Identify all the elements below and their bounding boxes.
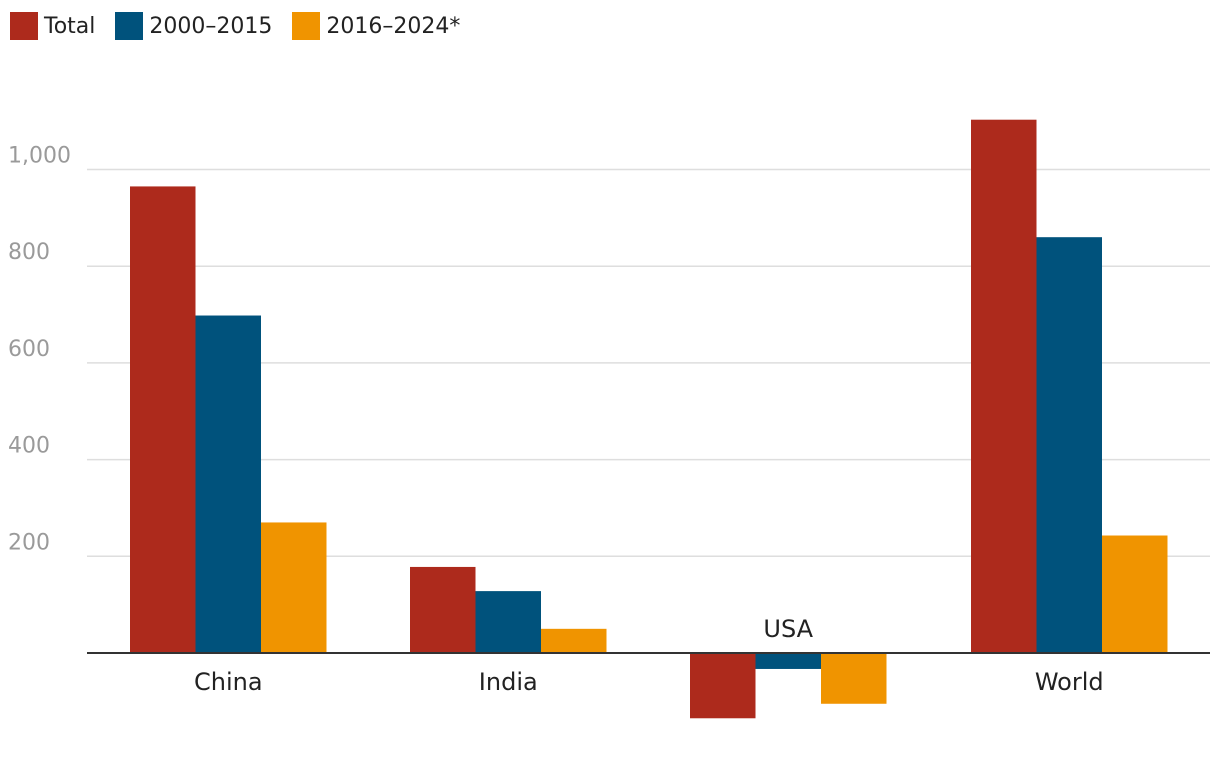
bar-usa-total [690,653,756,719]
y-tick-label-400: 400 [8,434,50,459]
y-tick-label-800: 800 [8,240,50,265]
legend-item-total: Total [10,12,95,40]
bar-world-2000-2015 [1036,237,1102,653]
legend-label-total: Total [44,13,96,39]
bar-india-total [410,566,476,653]
y-tick-label-600: 600 [8,337,50,362]
bar-china-2000-2015 [195,315,261,653]
y-tick-label-1000: 1,000 [8,144,71,169]
legend-item-2016-2024: 2016–2024* [292,12,460,40]
category-label-usa: USA [763,615,813,643]
bar-usa-2016-2024 [821,653,887,704]
bar-india-2016-2024 [541,628,607,653]
category-label-china: China [194,668,263,696]
legend-item-2000-2015: 2000–2015 [115,12,272,40]
legend-label-2000-2015: 2000–2015 [149,13,273,39]
bar-china-2016-2024 [261,522,327,653]
bar-china-total [130,186,196,654]
legend-label-2016-2024: 2016–2024* [326,13,461,39]
bar-india-2000-2015 [475,591,541,653]
legend-swatch-total [10,12,38,40]
legend-swatch-2016-2024 [292,12,321,40]
legend-swatch-2000-2015 [115,12,144,40]
bar-usa-2000-2015 [755,653,821,669]
bar-world-2016-2024 [1102,535,1168,653]
y-tick-label-200: 200 [8,530,50,555]
category-label-india: India [479,668,538,696]
category-label-world: World [1035,668,1104,696]
bar-world-total [971,119,1037,653]
legend: Total 2000–2015 2016–2024* [10,12,480,40]
